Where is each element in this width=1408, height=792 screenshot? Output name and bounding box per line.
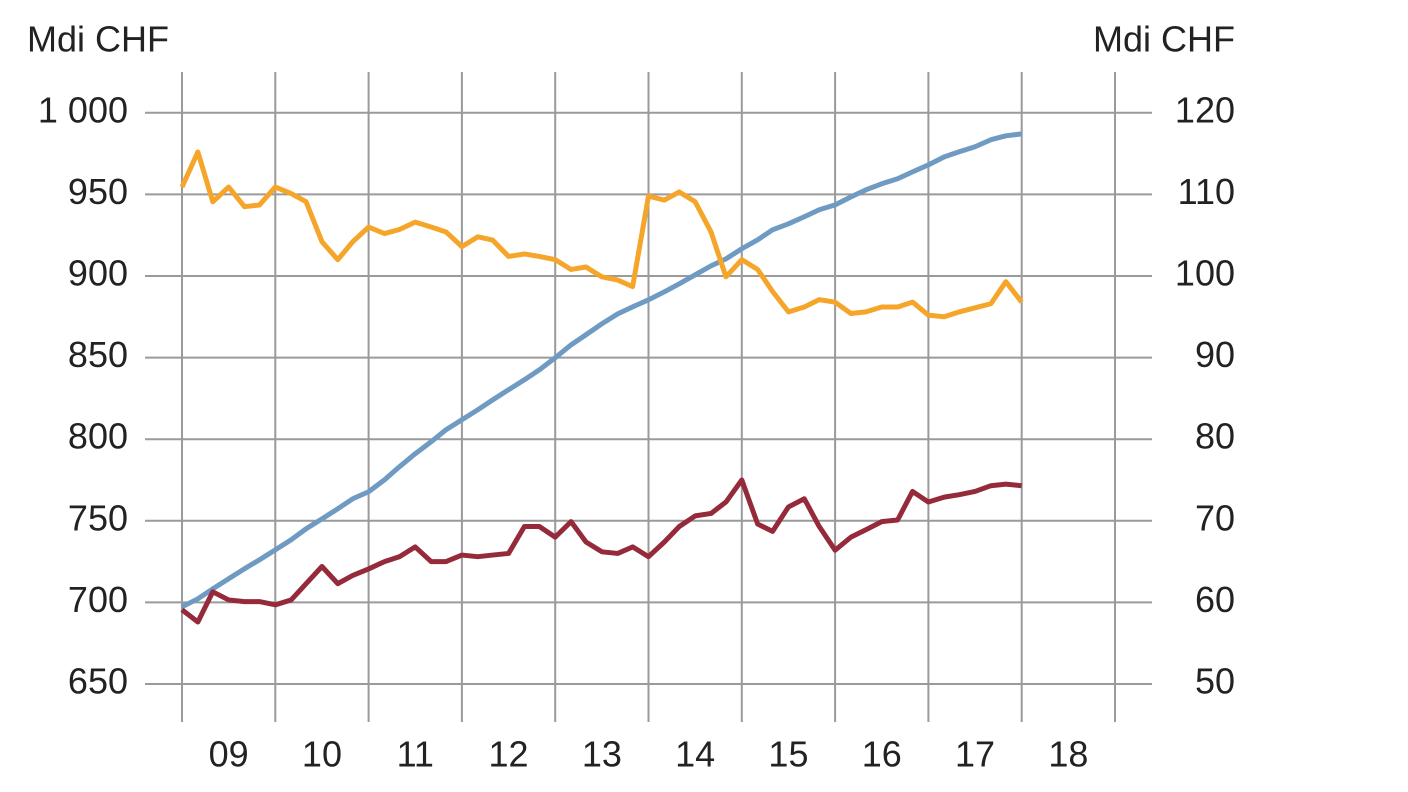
y2-axis-title: Mdi CHF (1093, 19, 1235, 60)
x-tick-label: 09 (209, 734, 249, 775)
x-tick-label: 10 (302, 734, 342, 775)
y-tick-label: 900 (68, 253, 128, 294)
y-tick-label: 850 (68, 334, 128, 375)
x-tick-label: 15 (768, 734, 808, 775)
y2-tick-label: 80 (1195, 416, 1235, 457)
data-line (180, 477, 1022, 625)
y-tick-label: 750 (68, 497, 128, 538)
y2-tick-label: 100 (1175, 253, 1235, 294)
y2-tick-label: 60 (1195, 579, 1235, 620)
x-tick-label: 17 (955, 734, 995, 775)
y2-tick-label: 110 (1178, 171, 1235, 212)
y2-tick-label: 90 (1195, 334, 1235, 375)
y2-tick-label: 120 (1175, 89, 1235, 130)
y2-tick-label: 70 (1195, 497, 1235, 538)
y-tick-label: 650 (68, 661, 128, 702)
y-tick-label: 1 000 (38, 89, 128, 130)
x-tick-label: 18 (1048, 734, 1088, 775)
y-axis-title: Mdi CHF (27, 19, 169, 60)
x-tick-label: 11 (397, 734, 434, 775)
x-tick-label: 13 (582, 734, 622, 775)
y-tick-label: 800 (68, 416, 128, 457)
data-line (180, 131, 1023, 610)
x-tick-label: 14 (675, 734, 715, 775)
x-tick-label: 16 (862, 734, 902, 775)
data-line (179, 149, 1024, 320)
y2-tick-label: 50 (1195, 661, 1235, 702)
y-tick-label: 950 (68, 171, 128, 212)
x-tick-label: 12 (489, 734, 529, 775)
y-tick-label: 700 (68, 579, 128, 620)
